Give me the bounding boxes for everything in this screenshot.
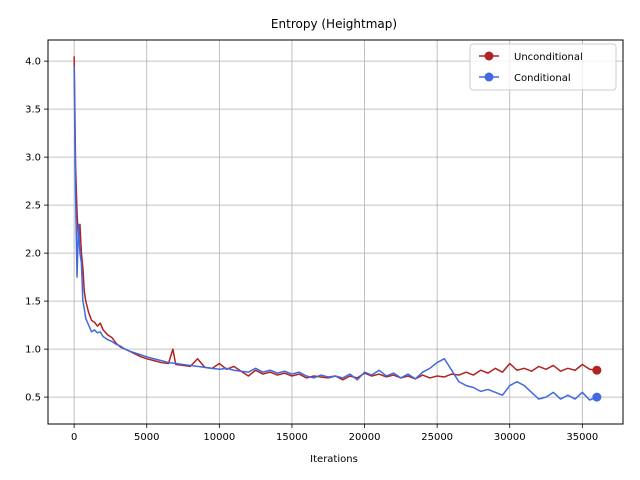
x-tick-label: 25000 [421, 432, 453, 443]
y-tick-label: 1.0 [25, 345, 41, 356]
x-tick-label: 35000 [566, 432, 598, 443]
legend-box [469, 43, 617, 91]
y-axis-ticks: 0.5 1.0 1.5 2.0 2.5 3.0 3.5 4.0 [25, 57, 48, 404]
grid [48, 40, 623, 424]
legend-marker-conditional [484, 72, 494, 82]
y-tick-label: 3.0 [25, 153, 41, 164]
series-layer [73, 56, 602, 402]
legend-marker-unconditional [484, 51, 494, 61]
legend-label-conditional: Conditional [514, 73, 571, 84]
plot-frame [47, 39, 624, 425]
legend: Unconditional Conditional [469, 43, 617, 91]
y-tick-label: 1.5 [25, 297, 41, 308]
x-axis-ticks: 0 5000 10000 15000 20000 25000 30000 35000 [71, 424, 598, 443]
x-axis-label: Iterations [310, 454, 358, 465]
legend-label-unconditional: Unconditional [514, 52, 583, 63]
x-tick-label: 5000 [134, 432, 159, 443]
series-end-marker-conditional [592, 392, 602, 402]
y-tick-label: 4.0 [25, 57, 41, 68]
series-line-conditional [73, 65, 598, 401]
x-tick-label: 30000 [494, 432, 526, 443]
y-tick-label: 3.5 [25, 105, 41, 116]
series-line-unconditional [73, 56, 597, 381]
series-end-marker-unconditional [592, 365, 602, 375]
y-tick-label: 0.5 [25, 393, 41, 404]
y-tick-label: 2.5 [25, 201, 41, 212]
chart-title: Entropy (Heightmap) [271, 17, 397, 31]
x-tick-label: 0 [71, 432, 77, 443]
x-tick-label: 20000 [349, 432, 381, 443]
y-tick-label: 2.0 [25, 249, 41, 260]
x-tick-label: 15000 [276, 432, 308, 443]
x-tick-label: 10000 [203, 432, 235, 443]
